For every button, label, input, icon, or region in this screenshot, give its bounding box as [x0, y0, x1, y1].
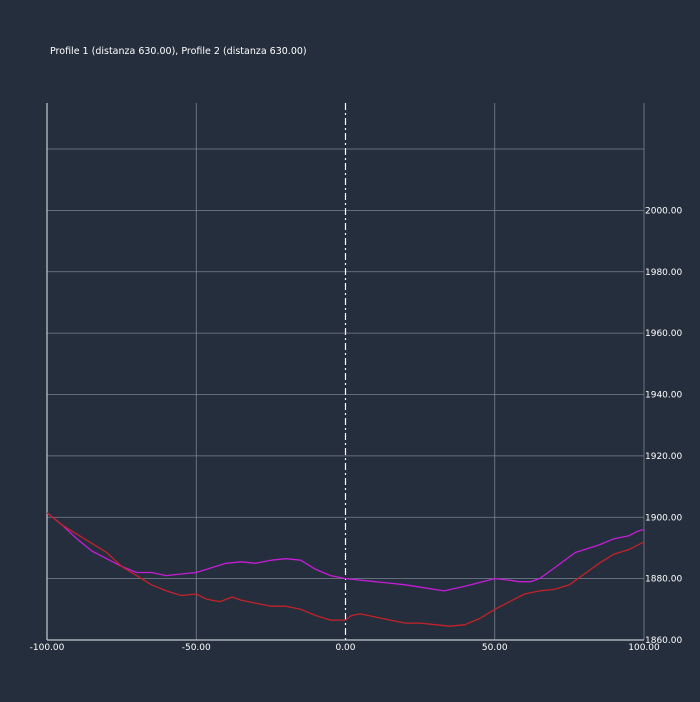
y-tick-label: 1860.00 [645, 636, 682, 646]
chart-title: Profile 1 (distanza 630.00), Profile 2 (… [50, 46, 307, 57]
grid-lines [46, 103, 645, 640]
y-tick-label: 1940.00 [645, 391, 682, 401]
series-line-2 [46, 512, 645, 627]
y-tick-label: 1920.00 [645, 452, 682, 462]
series-lines [46, 512, 645, 627]
y-tick-label: 1980.00 [645, 268, 682, 278]
x-tick-label: 50.00 [482, 643, 508, 653]
series-line-1 [46, 512, 645, 592]
x-tick-label: -50.00 [182, 643, 211, 653]
y-tick-label: 2000.00 [645, 206, 682, 216]
x-tick-label: -100.00 [30, 643, 65, 653]
y-tick-label: 1880.00 [645, 575, 682, 585]
y-tick-label: 1960.00 [645, 329, 682, 339]
x-tick-label: 0.00 [335, 643, 355, 653]
axes [47, 103, 644, 641]
y-tick-label: 1900.00 [645, 513, 682, 523]
x-tick-label: 100.00 [628, 643, 660, 653]
